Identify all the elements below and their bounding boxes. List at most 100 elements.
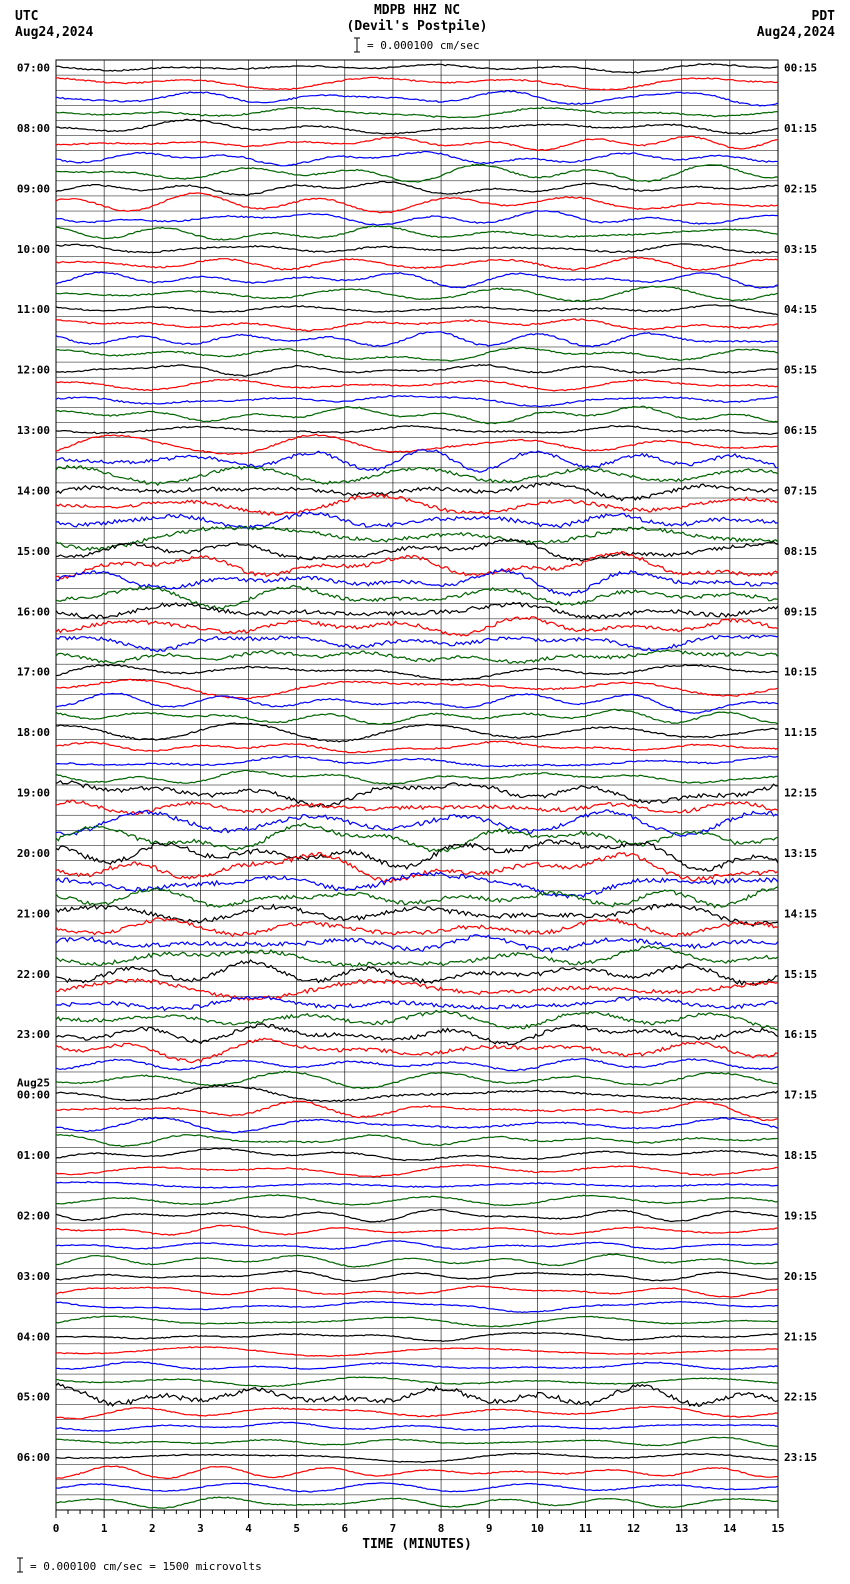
seismic-trace <box>56 1117 778 1133</box>
helicorder-plot: MDPB HHZ NC(Devil's Postpile) = 0.000100 … <box>0 0 850 1584</box>
utc-label: 03:00 <box>17 1270 50 1283</box>
seismic-trace <box>56 1383 778 1406</box>
xtick-label: 15 <box>771 1522 784 1535</box>
seismic-trace <box>56 1195 778 1206</box>
seismic-trace <box>56 840 778 871</box>
seismic-trace <box>56 181 778 195</box>
title-line1: MDPB HHZ NC <box>374 3 460 18</box>
seismic-trace <box>56 552 778 579</box>
pdt-label: 09:15 <box>784 605 817 618</box>
seismic-trace <box>56 1422 778 1431</box>
seismic-trace <box>56 1453 778 1462</box>
seismic-trace <box>56 1225 778 1235</box>
seismic-trace <box>56 569 778 596</box>
utc-label: 17:00 <box>17 666 50 679</box>
pdt-label: 11:15 <box>784 726 817 739</box>
seismic-trace <box>56 603 778 619</box>
left-date: Aug24,2024 <box>15 25 93 40</box>
seismic-trace <box>56 1406 778 1419</box>
pdt-label: 06:15 <box>784 424 817 437</box>
seismic-trace <box>56 1302 778 1313</box>
pdt-label: 12:15 <box>784 787 817 800</box>
seismic-trace <box>56 406 778 424</box>
scale-label: = 0.000100 cm/sec <box>367 39 480 52</box>
title-line2: (Devil's Postpile) <box>347 19 488 34</box>
utc-label: 09:00 <box>17 182 50 195</box>
seismic-trace <box>56 526 778 550</box>
xtick-label: 14 <box>723 1522 737 1535</box>
right-date: Aug24,2024 <box>757 25 835 40</box>
utc-label: 04:00 <box>17 1330 50 1343</box>
seismic-trace <box>56 872 778 898</box>
seismic-trace <box>56 781 778 807</box>
utc-label: 12:00 <box>17 364 50 377</box>
seismic-trace <box>56 1085 778 1102</box>
pdt-label: 00:15 <box>784 62 817 75</box>
seismic-trace <box>56 1271 778 1282</box>
utc-label: 19:00 <box>17 787 50 800</box>
pdt-label: 03:15 <box>784 243 817 256</box>
utc-label: 02:00 <box>17 1209 50 1222</box>
seismic-trace <box>56 1347 778 1357</box>
seismic-trace <box>56 770 778 784</box>
pdt-label: 10:15 <box>784 666 817 679</box>
seismic-trace <box>56 226 778 240</box>
seismic-trace <box>56 107 778 117</box>
utc-label: 08:00 <box>17 122 50 135</box>
seismic-trace <box>56 617 778 636</box>
pdt-label: 13:15 <box>784 847 817 860</box>
utc-label: 10:00 <box>17 243 50 256</box>
utc-label: 23:00 <box>17 1028 50 1041</box>
utc-label: 00:00 <box>17 1089 50 1102</box>
pdt-label: 02:15 <box>784 182 817 195</box>
pdt-label: 18:15 <box>784 1149 817 1162</box>
seismic-trace <box>56 347 778 361</box>
seismic-trace <box>56 494 778 515</box>
seismic-trace <box>56 119 778 134</box>
seismic-trace <box>56 211 778 226</box>
seismic-trace <box>56 1210 778 1222</box>
seismic-trace <box>56 286 778 301</box>
seismic-trace <box>56 1135 778 1147</box>
seismic-trace <box>56 853 778 883</box>
xtick-label: 1 <box>101 1522 108 1535</box>
seismic-trace <box>56 244 778 253</box>
pdt-label: 01:15 <box>784 122 817 135</box>
utc-label: 11:00 <box>17 303 50 316</box>
seismic-trace <box>56 756 778 767</box>
seismic-trace <box>56 1286 778 1297</box>
seismic-trace <box>56 379 778 391</box>
xtick-label: 8 <box>438 1522 445 1535</box>
utc-label: 20:00 <box>17 847 50 860</box>
seismic-trace <box>56 1254 778 1267</box>
pdt-label: 16:15 <box>784 1028 817 1041</box>
pdt-label: 07:15 <box>784 484 817 497</box>
seismic-trace <box>56 1362 778 1370</box>
seismic-trace <box>56 800 778 815</box>
seismic-trace <box>56 1059 778 1071</box>
seismic-trace <box>56 810 778 836</box>
seismic-trace <box>56 1165 778 1177</box>
utc-label: 06:00 <box>17 1451 50 1464</box>
utc-label: 16:00 <box>17 605 50 618</box>
xtick-label: 13 <box>675 1522 688 1535</box>
seismic-trace <box>56 1182 778 1189</box>
xtick-label: 4 <box>245 1522 252 1535</box>
seismic-trace <box>56 679 778 698</box>
pdt-label: 21:15 <box>784 1330 817 1343</box>
utc-label: 14:00 <box>17 484 50 497</box>
xtick-label: 0 <box>53 1522 60 1535</box>
seismic-trace <box>56 136 778 150</box>
seismic-trace <box>56 539 778 561</box>
seismic-trace <box>56 1241 778 1250</box>
xtick-label: 3 <box>197 1522 204 1535</box>
seismic-trace <box>56 396 778 407</box>
seismic-trace <box>56 466 778 486</box>
xtick-label: 11 <box>579 1522 593 1535</box>
pdt-label: 14:15 <box>784 907 817 920</box>
seismic-trace <box>56 426 778 435</box>
pdt-label: 05:15 <box>784 364 817 377</box>
xaxis-label: TIME (MINUTES) <box>362 1537 472 1552</box>
seismic-trace <box>56 979 778 1001</box>
seismic-trace <box>56 664 778 680</box>
